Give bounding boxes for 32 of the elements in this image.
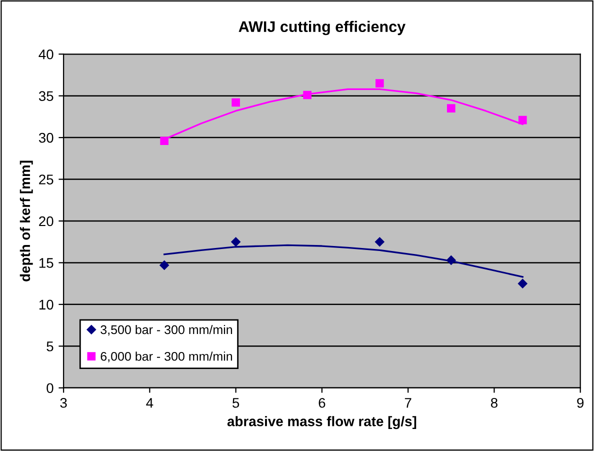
legend-label: 3,500 bar - 300 mm/min [100,324,232,336]
x-tick-label: 4 [146,398,154,408]
y-tick-label: 10 [39,300,54,310]
x-axis-title: abrasive mass flow rate [g/s] [227,416,416,430]
x-tick-label: 3 [60,398,67,408]
point [232,98,240,107]
x-tick-label: 6 [318,398,326,408]
point [446,256,456,265]
y-tick-label: 35 [38,91,54,102]
point [160,136,168,146]
x-tick-label: 5 [232,398,240,408]
point [160,260,169,270]
point [303,90,312,100]
point [518,116,527,124]
point [446,104,456,113]
y-tick-label: 15 [39,258,54,268]
point [375,79,384,88]
legend-label: 6,000 bar - 300 mm/min [100,352,232,362]
x-tick-label: 8 [490,398,498,408]
x-tick-label: 7 [404,398,412,408]
y-tick-label: 20 [39,216,54,226]
y-tick-label: 5 [46,342,54,352]
point [231,237,240,246]
y-tick-label: 25 [39,174,54,184]
chart-title: AWIJ cutting efficiency [238,20,406,36]
point [375,237,384,246]
y-axis-title: depth of kerf [mm] [20,160,33,282]
y-tick-label: 0 [46,383,54,394]
y-tick-label: 30 [38,132,54,143]
point [518,278,528,288]
x-tick-label: 9 [577,398,584,408]
y-tick-label: 40 [38,49,54,60]
